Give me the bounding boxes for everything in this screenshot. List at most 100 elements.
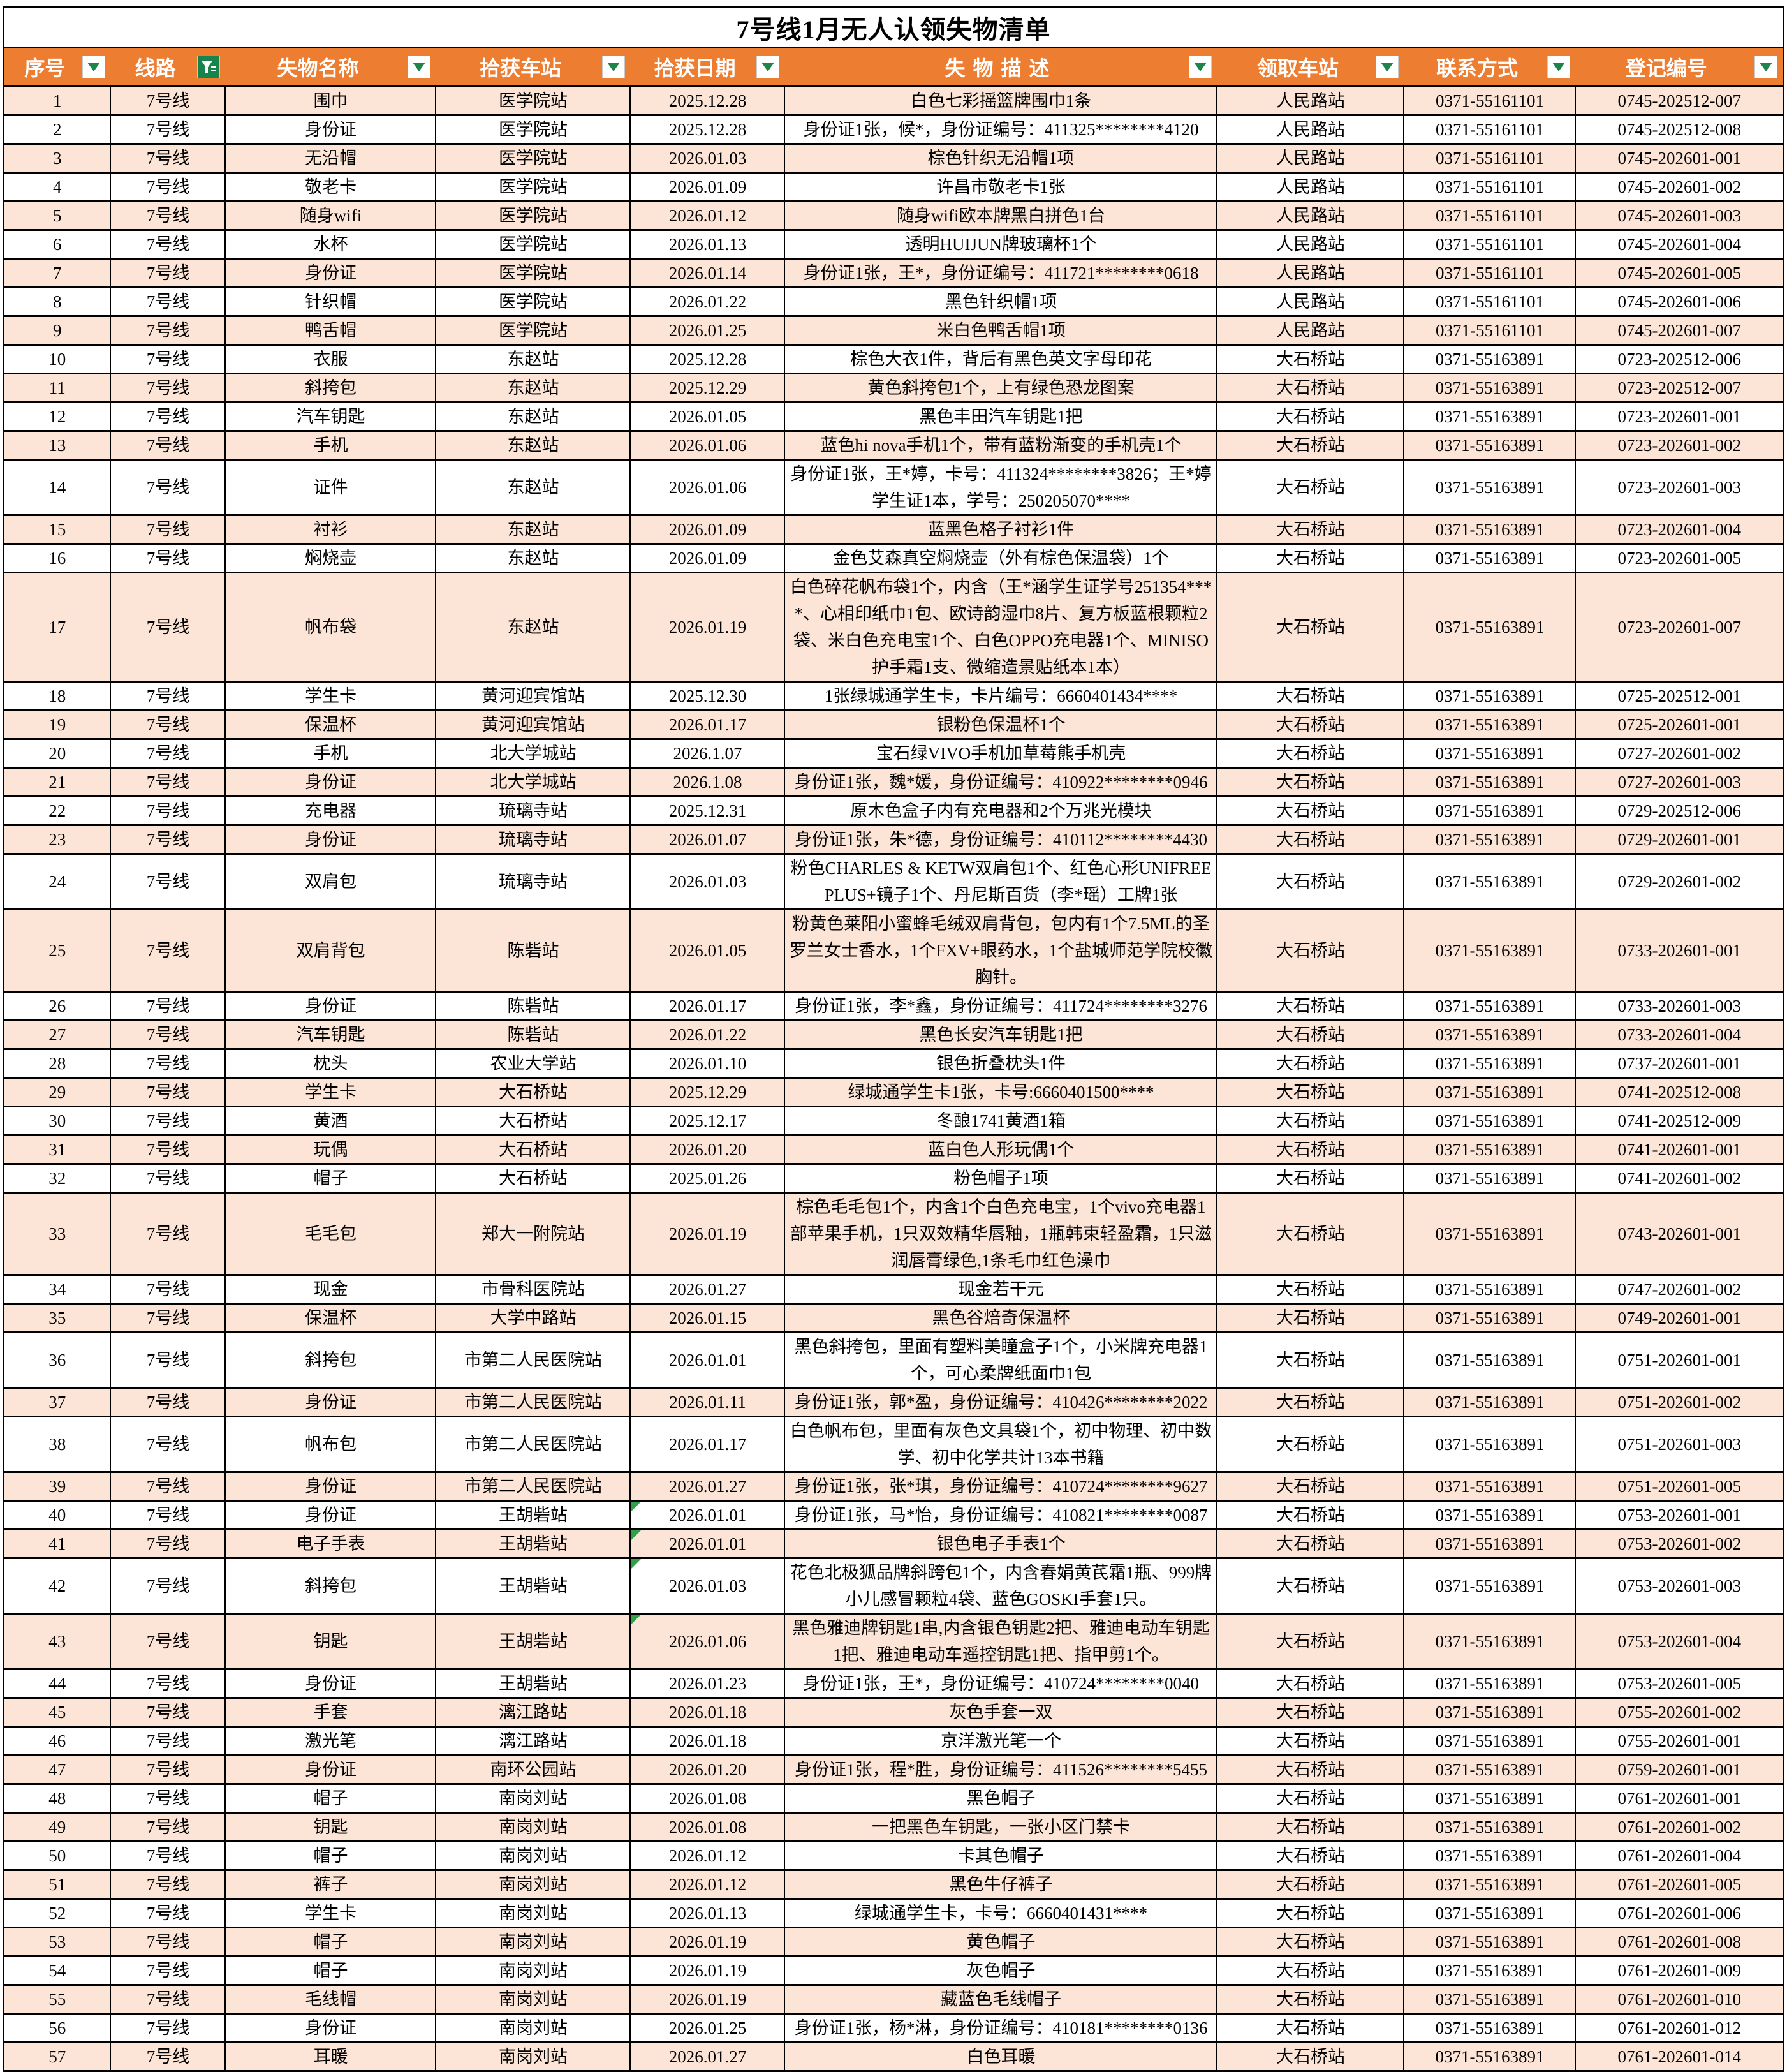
cell-name: 帽子 xyxy=(224,1955,437,1986)
cell-desc: 冬酿1741黄酒1箱 xyxy=(784,1106,1218,1136)
cell-phone: 0371-55163891 xyxy=(1403,1840,1577,1871)
cell-desc: 蓝色hi nova手机1个，带有蓝粉渐变的手机壳1个 xyxy=(784,430,1218,461)
cell-reg: 0745-202512-007 xyxy=(1575,85,1784,116)
cell-date: 2025.12.31 xyxy=(629,796,786,826)
cell-reg: 0759-202601-001 xyxy=(1575,1754,1784,1785)
cell-desc: 身份证1张，李*鑫，身份证编号：411724********3276 xyxy=(784,991,1218,1021)
cell-no: 53 xyxy=(3,1927,112,1957)
cell-name: 黄酒 xyxy=(224,1106,437,1136)
filter-dropdown-button[interactable] xyxy=(1754,56,1778,78)
cell-phone: 0371-55163891 xyxy=(1403,1668,1577,1699)
filter-dropdown-button[interactable] xyxy=(1547,56,1571,78)
table-row: 41 7号线 电子手表 王胡砦站 2026.01.01 银色电子手表1个 大石桥站 0371-… xyxy=(3,1528,1784,1559)
cell-phone: 0371-55163891 xyxy=(1403,1134,1577,1165)
cell-reg: 0753-202601-005 xyxy=(1575,1668,1784,1699)
cell-phone: 0371-55163891 xyxy=(1403,2013,1577,2043)
cell-station: 北大学城站 xyxy=(435,738,631,769)
filter-dropdown-button[interactable] xyxy=(602,56,626,78)
cell-station: 东赵站 xyxy=(435,344,631,374)
cell-date: 2026.01.12 xyxy=(629,1840,786,1871)
cell-phone: 0371-55163891 xyxy=(1403,1106,1577,1136)
cell-pickup: 大石桥站 xyxy=(1216,1984,1405,2015)
cell-date: 2026.01.25 xyxy=(629,315,786,346)
cell-line: 7号线 xyxy=(110,1274,226,1305)
cell-phone: 0371-55163891 xyxy=(1403,1955,1577,1986)
cell-desc: 黑色雅迪牌钥匙1串,内含银色钥匙2把、雅迪电动车钥匙1把、雅迪电动车遥控钥匙1把… xyxy=(784,1613,1218,1670)
column-header-label: 登记编号 xyxy=(1625,57,1707,80)
table-row: 47 7号线 身份证 南环公园站 2026.01.20 身份证1张，程*胜，身份证编号：4… xyxy=(3,1754,1784,1785)
cell-pickup: 大石桥站 xyxy=(1216,1077,1405,1107)
cell-phone: 0371-55163891 xyxy=(1403,1812,1577,1842)
filter-dropdown-button[interactable] xyxy=(756,56,780,78)
cell-reg: 0745-202601-001 xyxy=(1575,143,1784,174)
cell-desc: 宝石绿VIVO手机加草莓熊手机壳 xyxy=(784,738,1218,769)
cell-no: 21 xyxy=(3,767,112,797)
cell-phone: 0371-55163891 xyxy=(1403,1416,1577,1473)
cell-pickup: 大石桥站 xyxy=(1216,853,1405,910)
cell-pickup: 大石桥站 xyxy=(1216,514,1405,545)
cell-phone: 0371-55163891 xyxy=(1403,459,1577,516)
cell-pickup: 大石桥站 xyxy=(1216,1697,1405,1728)
cell-phone: 0371-55163891 xyxy=(1403,681,1577,711)
cell-desc: 粉色帽子1项 xyxy=(784,1163,1218,1194)
cell-no: 23 xyxy=(3,824,112,855)
cell-phone: 0371-55163891 xyxy=(1403,1528,1577,1559)
cell-pickup: 大石桥站 xyxy=(1216,908,1405,993)
cell-name: 现金 xyxy=(224,1274,437,1305)
table-row: 11 7号线 斜挎包 东赵站 2025.12.29 黄色斜挎包1个，上有绿色恐龙图案 大石桥… xyxy=(3,373,1784,403)
cell-desc: 许昌市敬老卡1张 xyxy=(784,172,1218,202)
cell-desc: 现金若干元 xyxy=(784,1274,1218,1305)
cell-reg: 0723-202601-005 xyxy=(1575,543,1784,574)
cell-pickup: 大石桥站 xyxy=(1216,572,1405,683)
cell-desc: 黄色斜挎包1个，上有绿色恐龙图案 xyxy=(784,373,1218,403)
cell-phone: 0371-55161101 xyxy=(1403,286,1577,317)
cell-name: 帽子 xyxy=(224,1783,437,1814)
column-header-row: 序号 线路 失物名称 拾获车站 拾获日期 失物描述 领取车站 联系方式 登记编号 xyxy=(3,47,1784,87)
cell-date: 2026.1.08 xyxy=(629,767,786,797)
table-row: 53 7号线 帽子 南岗刘站 2026.01.19 黄色帽子 大石桥站 0371-551638… xyxy=(3,1927,1784,1957)
table-row: 43 7号线 钥匙 王胡砦站 2026.01.06 黑色雅迪牌钥匙1串,内含银色钥匙2把、… xyxy=(3,1613,1784,1670)
cell-reg: 0745-202601-002 xyxy=(1575,172,1784,202)
cell-no: 36 xyxy=(3,1331,112,1389)
cell-no: 17 xyxy=(3,572,112,683)
cell-date: 2026.01.23 xyxy=(629,1668,786,1699)
filter-dropdown-button[interactable] xyxy=(408,56,431,78)
cell-desc: 白色耳暖 xyxy=(784,2041,1218,2072)
cell-line: 7号线 xyxy=(110,200,226,231)
cell-no: 33 xyxy=(3,1192,112,1276)
cell-phone: 0371-55163891 xyxy=(1403,1869,1577,1900)
cell-date: 2026.01.10 xyxy=(629,1048,786,1079)
cell-phone: 0371-55163891 xyxy=(1403,709,1577,740)
chevron-down-icon xyxy=(761,63,775,71)
filter-dropdown-button[interactable] xyxy=(1376,56,1399,78)
column-header-reg: 登记编号 xyxy=(1575,47,1784,87)
cell-station: 大石桥站 xyxy=(435,1106,631,1136)
filter-dropdown-button[interactable] xyxy=(82,56,106,78)
column-header-date: 拾获日期 xyxy=(630,47,785,87)
cell-phone: 0371-55163891 xyxy=(1403,1019,1577,1050)
table-row: 27 7号线 汽车钥匙 陈砦站 2026.01.22 黑色长安汽车钥匙1把 大石桥站 0371… xyxy=(3,1019,1784,1050)
cell-date: 2026.01.06 xyxy=(629,459,786,516)
cell-desc: 黑色斜挎包，里面有塑料美瞳盒子1个，小米牌充电器1个，可心柔牌纸面巾1包 xyxy=(784,1331,1218,1389)
cell-pickup: 大石桥站 xyxy=(1216,1471,1405,1502)
cell-phone: 0371-55163891 xyxy=(1403,1274,1577,1305)
cell-line: 7号线 xyxy=(110,908,226,993)
table-row: 39 7号线 身份证 市第二人民医院站 2026.01.27 身份证1张，张*琪，身份证编… xyxy=(3,1471,1784,1502)
cell-reg: 0725-202512-001 xyxy=(1575,681,1784,711)
filter-dropdown-button[interactable] xyxy=(1189,56,1212,78)
column-header-phone: 联系方式 xyxy=(1404,47,1576,87)
cell-pickup: 人民路站 xyxy=(1216,143,1405,174)
cell-line: 7号线 xyxy=(110,2041,226,2072)
cell-name: 学生卡 xyxy=(224,681,437,711)
cell-reg: 0741-202512-008 xyxy=(1575,1077,1784,1107)
cell-station: 市第二人民医院站 xyxy=(435,1387,631,1417)
cell-station: 南岗刘站 xyxy=(435,1984,631,2015)
table-body: 1 7号线 围巾 医学院站 2025.12.28 白色七彩摇篮牌围巾1条 人民路站 0371-… xyxy=(3,85,1784,2072)
active-filter-funnel-button[interactable] xyxy=(197,56,221,78)
cell-reg: 0761-202601-014 xyxy=(1575,2041,1784,2072)
cell-pickup: 大石桥站 xyxy=(1216,2041,1405,2072)
cell-line: 7号线 xyxy=(110,1106,226,1136)
table-row: 9 7号线 鸭舌帽 医学院站 2026.01.25 米白色鸭舌帽1项 人民路站 0371-55… xyxy=(3,315,1784,346)
cell-name: 身份证 xyxy=(224,1500,437,1530)
table-row: 37 7号线 身份证 市第二人民医院站 2026.01.11 身份证1张，郭*盈，身份证编… xyxy=(3,1387,1784,1417)
